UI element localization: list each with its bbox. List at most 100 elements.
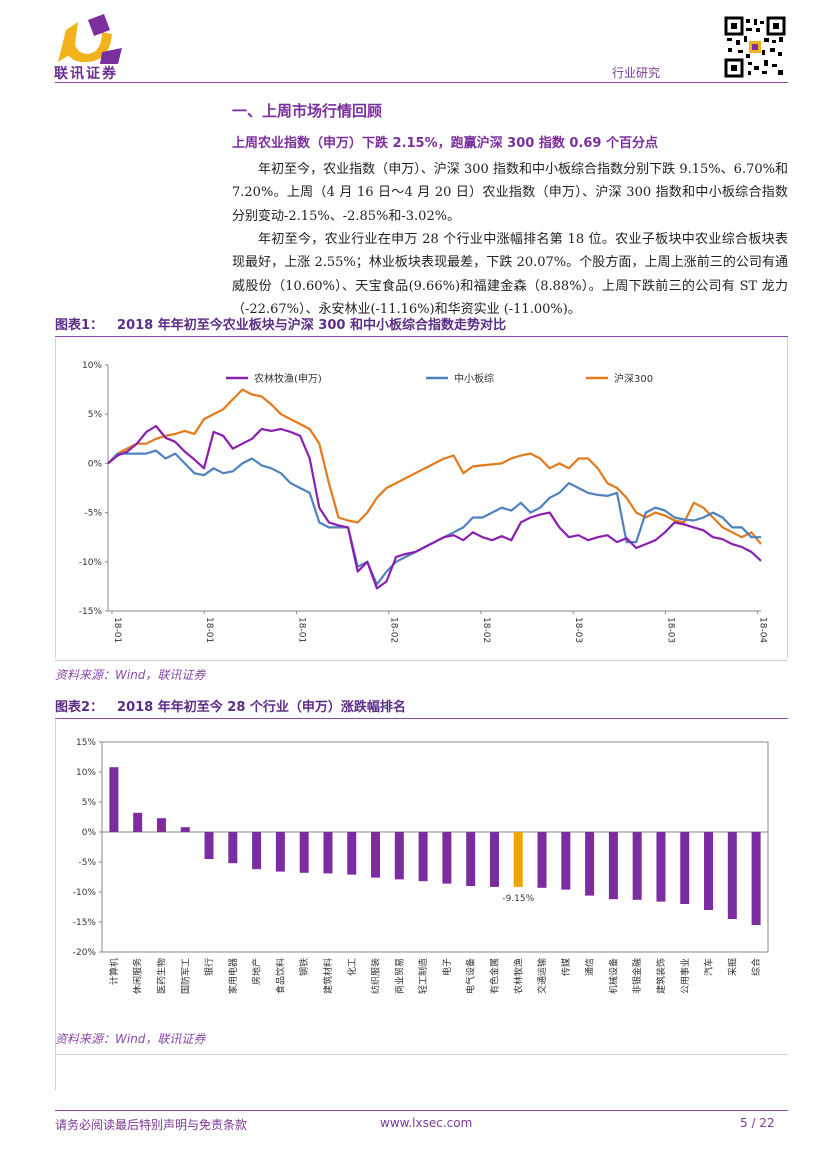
header-divider (55, 82, 788, 83)
bar-通信 (585, 832, 595, 896)
category-label: 食品饮料 (274, 958, 286, 994)
company-logo (52, 12, 132, 84)
series-line-0 (107, 424, 762, 590)
footer-divider (55, 1110, 788, 1111)
bar-采掘 (727, 832, 737, 919)
body-paragraph: 年初至今，农业指数（申万）、沪深 300 指数和中小板综合指数分别下跌 9.15… (232, 162, 788, 224)
bar-银行 (204, 832, 214, 859)
bar-交通运输 (537, 832, 547, 888)
data-label: -9.15% (502, 894, 534, 904)
x-tick-label: 18-02 (481, 617, 491, 643)
category-label: 电子 (441, 958, 453, 976)
category-label: 采掘 (726, 958, 738, 976)
logo-text: 联讯证券 (54, 66, 118, 82)
bar-休闲服务 (133, 812, 143, 832)
category-label: 计算机 (108, 958, 120, 985)
y-tick-label: 15% (76, 738, 96, 748)
category-label: 建筑装饰 (655, 958, 667, 994)
bar-医药生物 (156, 818, 166, 832)
bar-计算机 (109, 767, 119, 832)
legend-label: 沪深300 (614, 372, 653, 385)
figure1-frame-right (787, 338, 788, 658)
category-label: 轻工制造 (417, 958, 429, 994)
x-tick-label: 18-02 (389, 617, 399, 643)
category-label: 纺织服装 (370, 958, 382, 994)
figure1-label: 图表1： (55, 318, 104, 333)
x-tick-label: 18-03 (573, 617, 583, 643)
bar-房地产 (252, 832, 262, 870)
section-title: 一、上周市场行情回顾 (232, 102, 383, 120)
y-tick-label: 10% (76, 768, 96, 778)
body-paragraph: 年初至今，农业行业在申万 28 个行业中涨幅排名第 18 位。农业子板块中农业综… (232, 232, 788, 318)
category-label: 非银金融 (631, 958, 643, 994)
x-tick-label: 18-01 (296, 617, 306, 643)
y-tick-label: 0% (82, 828, 97, 838)
bar-公用事业 (680, 832, 690, 904)
x-tick-label: 18-01 (112, 617, 122, 643)
series-line-1 (107, 449, 761, 586)
bar-建筑材料 (323, 832, 333, 874)
figure2-header: 图表2： 2018 年年初至今 28 个行业（申万）涨跌幅排名 (55, 696, 788, 719)
x-tick-label: 18-03 (665, 617, 675, 643)
y-tick-label: -15% (73, 918, 97, 928)
qr-code-icon (724, 16, 786, 78)
y-tick-label: 5% (88, 410, 103, 420)
bar-商业贸易 (394, 832, 404, 880)
category-label: 医药生物 (155, 958, 167, 994)
category-label: 交通运输 (536, 958, 548, 994)
bar-建筑装饰 (656, 832, 666, 902)
bar-机械设备 (608, 832, 618, 900)
x-tick-label: 18-04 (758, 617, 768, 643)
y-tick-label: -15% (79, 607, 103, 617)
y-tick-label: -10% (73, 888, 97, 898)
category-label: 综合 (750, 958, 762, 976)
footer-website-link[interactable]: www.lxsec.com (380, 1116, 473, 1130)
category-label: 建筑材料 (322, 958, 334, 994)
figure1-frame-left (55, 338, 56, 658)
figure2-frame-bottom (55, 1054, 788, 1055)
footer-disclaimer-link[interactable]: 请务必阅读最后特别声明与免责条款 (55, 1118, 248, 1132)
bar-汽车 (704, 832, 714, 910)
bar-电子 (442, 832, 452, 884)
category-label: 银行 (203, 958, 215, 976)
y-tick-label: -10% (79, 558, 103, 568)
y-tick-label: 10% (82, 361, 102, 371)
legend-label: 中小板综 (454, 372, 494, 385)
bar-纺织服装 (371, 832, 381, 878)
y-tick-label: 0% (88, 459, 103, 469)
plot-area (101, 741, 769, 953)
y-tick-label: -20% (73, 948, 97, 958)
document-type: 行业研究 (612, 66, 661, 80)
category-label: 机械设备 (607, 958, 619, 994)
bar-家用电器 (228, 832, 238, 864)
category-label: 房地产 (251, 958, 263, 985)
bar-有色金属 (489, 832, 499, 887)
x-tick-label: 18-01 (204, 617, 214, 643)
category-label: 电气设备 (465, 958, 477, 994)
figure2-source: 资料来源：Wind，联讯证券 (55, 1032, 206, 1046)
bar-非银金融 (632, 832, 642, 900)
bar-食品饮料 (275, 832, 285, 872)
figure2-title: 2018 年年初至今 28 个行业（申万）涨跌幅排名 (117, 700, 406, 715)
category-label: 汽车 (703, 958, 715, 976)
figure1-source: 资料来源：Wind，联讯证券 (55, 668, 206, 682)
figure2-label: 图表2： (55, 700, 104, 715)
bar-钢铁 (299, 832, 309, 873)
bar-综合 (751, 832, 761, 925)
category-label: 休闲服务 (132, 958, 144, 994)
bar-轻工制造 (418, 832, 428, 882)
bar-chart: 15% 10% 5% 0% -5% -10% -15% -20% 计算机 休闲服务 医药生物 国防军工… (73, 738, 769, 994)
bar-传媒 (561, 832, 571, 890)
category-label: 通信 (584, 958, 596, 976)
category-label: 家用电器 (227, 958, 239, 994)
category-label: 传媒 (560, 958, 572, 976)
category-label: 国防军工 (179, 958, 191, 994)
category-label: 化工 (346, 958, 358, 976)
category-label: 钢铁 (298, 958, 310, 976)
category-label: 有色金属 (488, 958, 500, 994)
category-label: 公用事业 (679, 958, 691, 994)
bar-电气设备 (466, 832, 476, 886)
y-tick-label: -5% (84, 509, 102, 519)
y-tick-label: -5% (78, 858, 96, 868)
bar-国防军工 (180, 827, 190, 832)
